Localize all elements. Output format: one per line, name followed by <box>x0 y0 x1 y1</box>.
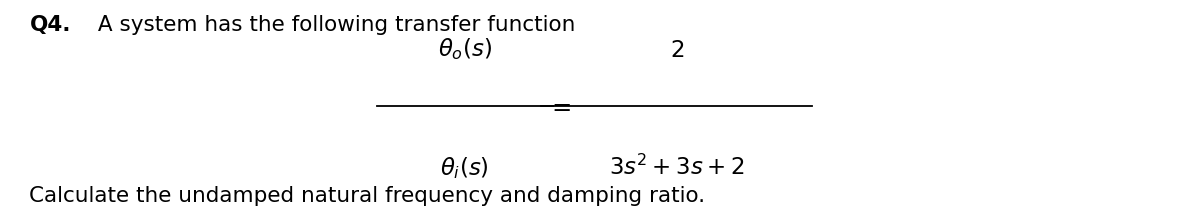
Text: $3s^2 + 3s + 2$: $3s^2 + 3s + 2$ <box>610 155 744 180</box>
Text: Q4.: Q4. <box>29 15 71 35</box>
Text: $\theta_i(s)$: $\theta_i(s)$ <box>440 155 490 181</box>
Text: $2$: $2$ <box>670 39 684 62</box>
Text: $\theta_o(s)$: $\theta_o(s)$ <box>438 36 492 62</box>
Text: A system has the following transfer function: A system has the following transfer func… <box>91 15 576 35</box>
Text: Calculate the undamped natural frequency and damping ratio.: Calculate the undamped natural frequency… <box>29 186 705 206</box>
Text: $=$: $=$ <box>547 94 571 118</box>
